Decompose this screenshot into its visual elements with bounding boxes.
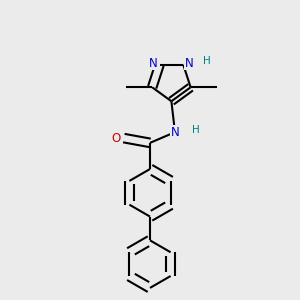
Text: O: O [111,132,120,145]
Text: H: H [203,56,211,66]
Text: N: N [171,126,179,139]
Text: N: N [149,56,158,70]
Text: H: H [193,125,200,135]
Text: N: N [185,56,194,70]
